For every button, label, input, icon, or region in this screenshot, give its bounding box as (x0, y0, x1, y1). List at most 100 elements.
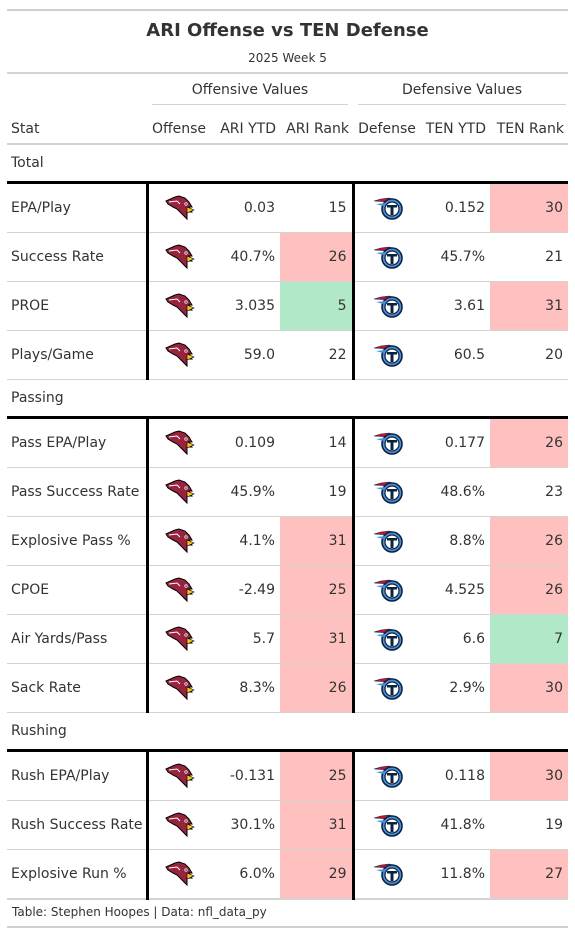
offense-logo-cell (145, 516, 211, 566)
col-header-defense: Defense (353, 107, 421, 145)
table-row: Plays/Game 59.0 22 60.5 20 (7, 330, 568, 380)
stat-name: Plays/Game (7, 330, 147, 380)
ari-ytd-value: 0.109 (211, 417, 280, 468)
ari-rank-value: 26 (280, 663, 353, 713)
ari-rank-value: 31 (280, 800, 353, 850)
ari-rank-value: 14 (280, 417, 353, 468)
titans-logo-icon (373, 197, 403, 220)
column-header-row: Stat Offense ARI YTD ARI Rank Defense TE… (7, 107, 568, 145)
ari-rank-value: 31 (280, 614, 353, 664)
ten-ytd-value: 45.7% (421, 232, 490, 282)
titans-logo-icon (373, 814, 403, 837)
top-rule (7, 9, 568, 11)
defense-logo-cell (351, 849, 421, 900)
ten-rank-value: 30 (490, 750, 568, 801)
group-header-row: Rushing (7, 712, 568, 752)
table-row: PROE 3.035 5 3.61 31 (7, 281, 568, 331)
ari-rank-value: 29 (280, 849, 353, 900)
offense-logo-cell (145, 417, 211, 468)
header-rule (7, 72, 568, 74)
stat-name: Sack Rate (7, 663, 147, 713)
group-header-row: Passing (7, 379, 568, 419)
cardinals-logo-icon (165, 293, 195, 319)
stat-name: Rush EPA/Play (7, 750, 147, 801)
ten-ytd-value: 0.177 (421, 417, 490, 468)
defense-logo-cell (351, 281, 421, 331)
offense-logo-cell (145, 281, 211, 331)
ten-ytd-value: 41.8% (421, 800, 490, 850)
ten-ytd-value: 8.8% (421, 516, 490, 566)
titans-logo-icon (373, 344, 403, 367)
cardinals-logo-icon (165, 861, 195, 887)
ari-ytd-value: -2.49 (211, 565, 280, 615)
offense-logo-cell (145, 565, 211, 615)
col-header-ten-ytd: TEN YTD (421, 107, 490, 145)
ten-rank-value: 20 (490, 330, 568, 380)
offensive-spanner-rule (152, 104, 348, 105)
cardinals-logo-icon (165, 244, 195, 270)
titans-logo-icon (373, 677, 403, 700)
table-row: Pass Success Rate 45.9% 19 48.6% 23 (7, 467, 568, 517)
col-header-ari-rank: ARI Rank (280, 107, 353, 145)
table-row: Rush Success Rate 30.1% 31 41.8% 19 (7, 800, 568, 850)
group-label: Total (7, 144, 568, 184)
titans-logo-icon (373, 765, 403, 788)
ten-ytd-value: 60.5 (421, 330, 490, 380)
stat-name: Pass Success Rate (7, 467, 147, 517)
ten-rank-value: 19 (490, 800, 568, 850)
table-row: Pass EPA/Play 0.109 14 0.177 26 (7, 417, 568, 468)
titans-logo-icon (373, 863, 403, 886)
defense-logo-cell (351, 467, 421, 517)
ari-ytd-value: 40.7% (211, 232, 280, 282)
offense-logo-cell (145, 232, 211, 282)
offense-logo-cell (145, 330, 211, 380)
cardinals-logo-icon (165, 342, 195, 368)
ari-rank-value: 25 (280, 750, 353, 801)
ten-ytd-value: 2.9% (421, 663, 490, 713)
ari-ytd-value: 0.03 (211, 182, 280, 233)
stat-name: Success Rate (7, 232, 147, 282)
group-header-row: Total (7, 144, 568, 184)
stat-name: EPA/Play (7, 182, 147, 233)
ari-ytd-value: 30.1% (211, 800, 280, 850)
offense-logo-cell (145, 467, 211, 517)
ari-rank-value: 31 (280, 516, 353, 566)
offense-logo-cell (145, 182, 211, 233)
defense-logo-cell (351, 750, 421, 801)
offensive-values-spanner: Offensive Values (191, 82, 309, 98)
ten-rank-value: 21 (490, 232, 568, 282)
titans-logo-icon (373, 432, 403, 455)
cardinals-logo-icon (165, 430, 195, 456)
defense-logo-cell (351, 417, 421, 468)
stat-name: PROE (7, 281, 147, 331)
ari-ytd-value: 3.035 (211, 281, 280, 331)
ari-ytd-value: 59.0 (211, 330, 280, 380)
ten-rank-value: 23 (490, 467, 568, 517)
table-subtitle: 2025 Week 5 (248, 51, 327, 65)
ari-ytd-value: -0.131 (211, 750, 280, 801)
ten-rank-value: 30 (490, 663, 568, 713)
col-header-offense: Offense (147, 107, 211, 145)
ten-ytd-value: 4.525 (421, 565, 490, 615)
cardinals-logo-icon (165, 479, 195, 505)
ari-rank-value: 5 (280, 281, 353, 331)
table-row: Success Rate 40.7% 26 45.7% 21 (7, 232, 568, 282)
ari-ytd-value: 4.1% (211, 516, 280, 566)
defense-logo-cell (351, 516, 421, 566)
defensive-values-spanner: Defensive Values (401, 82, 523, 98)
ari-rank-value: 26 (280, 232, 353, 282)
ari-ytd-value: 8.3% (211, 663, 280, 713)
ten-ytd-value: 48.6% (421, 467, 490, 517)
ari-ytd-value: 45.9% (211, 467, 280, 517)
ten-ytd-value: 0.152 (421, 182, 490, 233)
cardinals-logo-icon (165, 812, 195, 838)
cardinals-logo-icon (165, 577, 195, 603)
ari-rank-value: 19 (280, 467, 353, 517)
cardinals-logo-icon (165, 626, 195, 652)
col-header-ari-ytd: ARI YTD (211, 107, 280, 145)
table-row: EPA/Play 0.03 15 0.152 30 (7, 182, 568, 233)
ari-rank-value: 25 (280, 565, 353, 615)
ten-ytd-value: 6.6 (421, 614, 490, 664)
defense-logo-cell (351, 614, 421, 664)
table-title: ARI Offense vs TEN Defense (146, 20, 429, 41)
